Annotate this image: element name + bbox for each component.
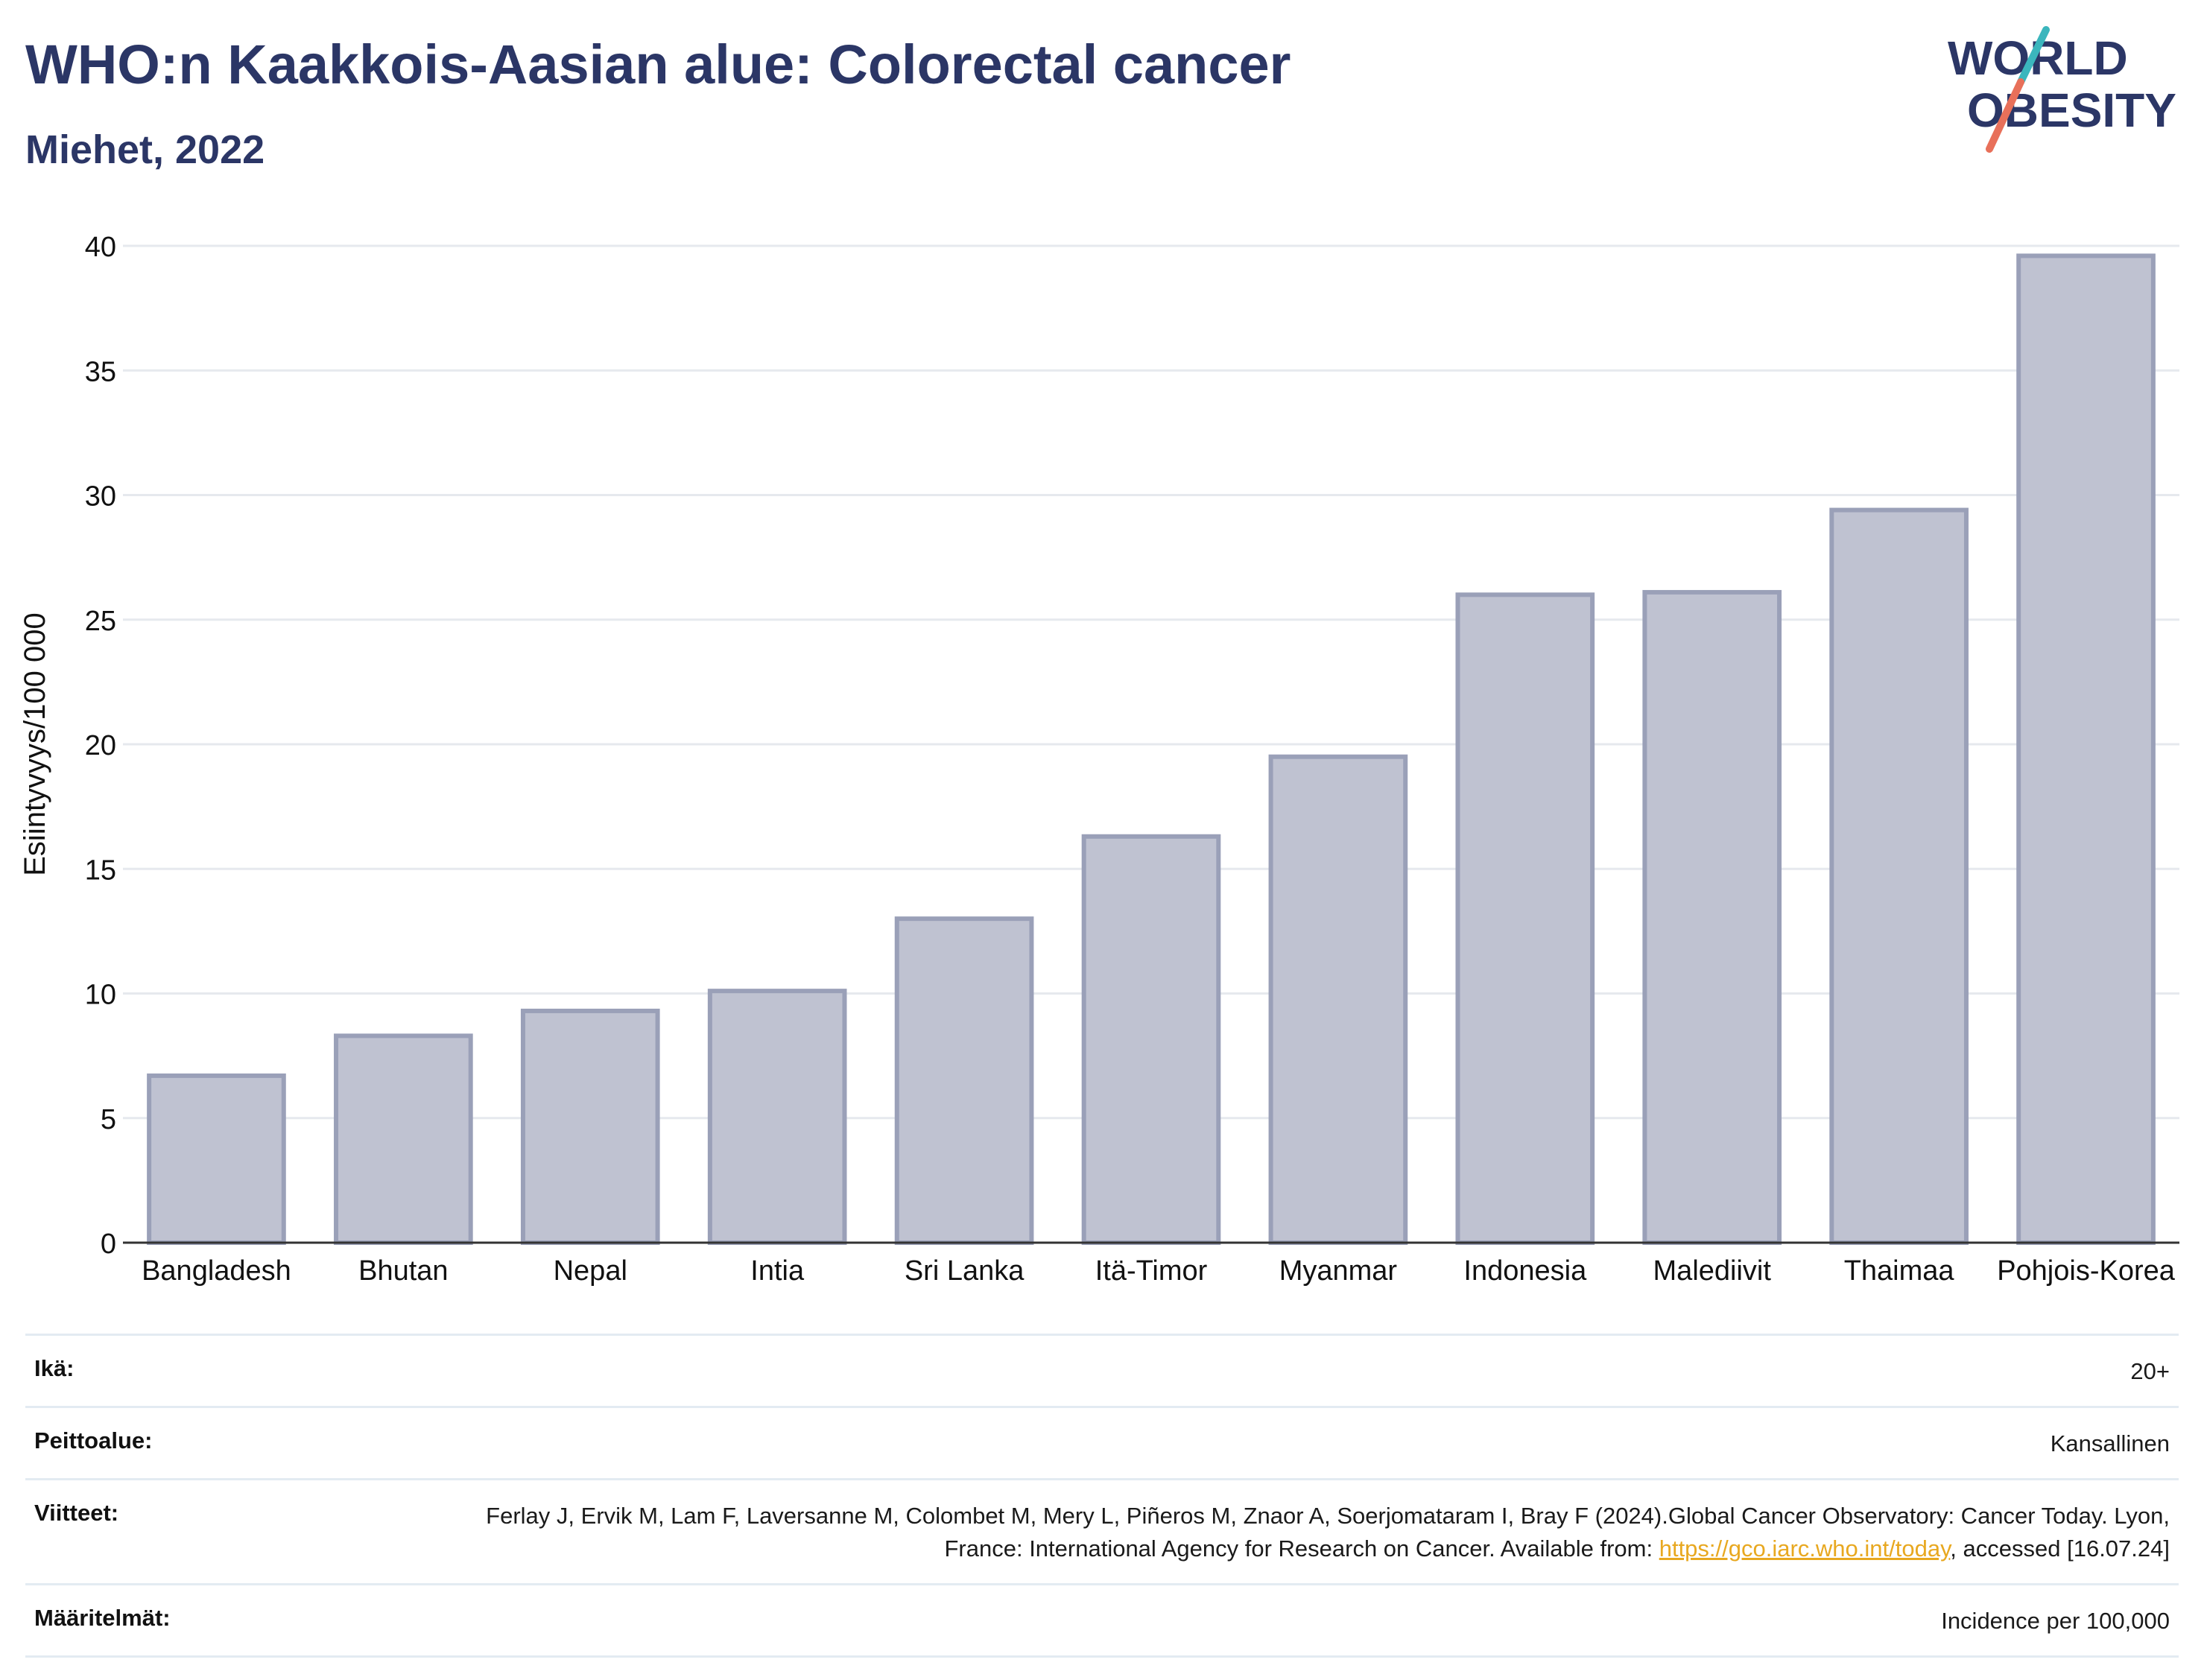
x-tick-label: Bhutan [358,1255,448,1287]
meta-row-references: Viitteet: Ferlay J, Ervik M, Lam F, Lave… [25,1478,2179,1583]
references-suffix: , accessed [16.07.24] [1950,1535,2170,1562]
y-axis-label: Esiintyvyys/100 000 [19,612,51,876]
bar-thaimaa [1829,507,1969,1245]
x-tick-label: Malediivit [1653,1255,1772,1287]
x-tick-label: Indonesia [1463,1255,1587,1287]
definitions-value: Incidence per 100,000 [1941,1608,2170,1634]
x-tick-label: Itä-Timor [1095,1255,1208,1287]
y-tick-label: 0 [101,1229,116,1260]
references-link[interactable]: https://gco.iarc.who.int/today [1659,1535,1951,1562]
bar-myanmar [1268,754,1408,1245]
x-tick-label: Sri Lanka [905,1255,1025,1287]
y-tick-label: 10 [85,980,116,1011]
bar-bhutan [334,1033,473,1245]
references-value: Ferlay J, Ervik M, Lam F, Laversanne M, … [456,1500,2170,1565]
logo-slash-teal [2017,26,2050,86]
age-label: Ikä: [34,1355,75,1381]
chart-title: WHO:n Kaakkois-Aasian alue: Colorectal c… [25,34,1291,95]
bar-intia [707,989,847,1246]
meta-row-age: Ikä: 20+ [25,1334,2179,1406]
x-tick-label: Pohjois-Korea [1997,1255,2176,1287]
y-tick-label: 40 [85,232,116,263]
bar-pohjois-korea [2016,253,2156,1245]
y-tick-label: 20 [85,730,116,761]
y-tick-label: 25 [85,606,116,637]
coverage-value: Kansallinen [2050,1430,2170,1456]
y-tick-label: 30 [85,481,116,513]
x-tick-label: Intia [750,1255,805,1287]
x-axis-ticks: Bangladesh Bhutan Nepal Intia Sri Lanka Itä-T… [142,1255,2176,1287]
world-obesity-logo: WORLD OBESITY [1948,26,2176,153]
y-tick-label: 35 [85,356,116,387]
bar-nepal [520,1008,660,1246]
y-tick-label: 15 [85,855,116,886]
meta-row-definitions: Määritelmät: Incidence per 100,000 [25,1583,2179,1658]
x-tick-label: Nepal [554,1255,627,1287]
metadata-table: Ikä: 20+ Peittoalue: Kansallinen Viittee… [25,1334,2179,1658]
bar-indonesia [1455,592,1595,1245]
coverage-label: Peittoalue: [34,1427,153,1454]
x-tick-label: Bangladesh [142,1255,291,1287]
references-text: Ferlay J, Ervik M, Lam F, Laversanne M, … [486,1503,2170,1562]
bar-sri-lanka [894,916,1034,1246]
chart-subtitle: Miehet, 2022 [25,127,265,172]
definitions-label: Määritelmät: [34,1605,171,1631]
x-tick-label: Myanmar [1279,1255,1398,1287]
bar-malediivit [1642,589,1782,1245]
x-tick-label: Thaimaa [1844,1255,1955,1287]
bar-bangladesh [147,1073,286,1246]
logo-slash-coral [1986,78,2024,153]
meta-row-coverage: Peittoalue: Kansallinen [25,1406,2179,1478]
bar-chart: 0 5 10 15 20 25 30 35 40 Bangladesh Bhutan Nepal In… [19,232,2179,1287]
references-label: Viitteet: [34,1500,119,1526]
bars [147,253,2156,1246]
age-value: 20+ [2130,1358,2170,1384]
bar-it-timor [1081,834,1221,1245]
y-tick-label: 5 [101,1104,116,1135]
y-axis-ticks: 0 5 10 15 20 25 30 35 40 [85,232,116,1260]
